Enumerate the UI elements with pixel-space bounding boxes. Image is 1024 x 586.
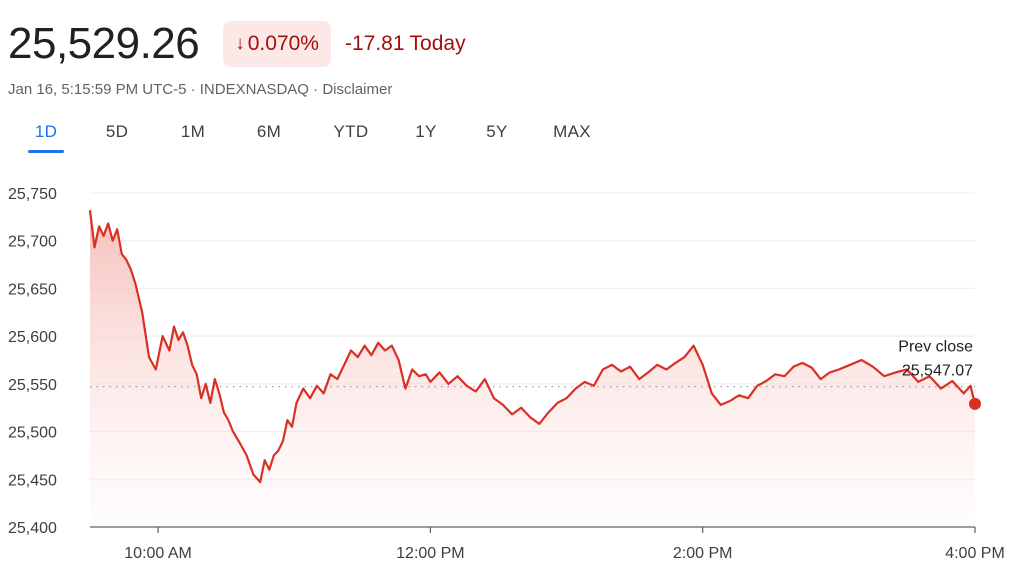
- absolute-change: -17.81 Today: [345, 32, 466, 56]
- arrow-down-icon: ↓: [235, 33, 245, 54]
- change-period-label: Today: [409, 32, 466, 55]
- last-price-dot[interactable]: [969, 397, 981, 410]
- x-tick-label: 12:00 PM: [396, 545, 464, 562]
- x-axis: 10:00 AM 12:00 PM 2:00 PM 4:00 PM: [90, 526, 1005, 562]
- disclaimer-link[interactable]: Disclaimer: [322, 81, 393, 98]
- percent-change-badge: ↓ 0.070%: [223, 21, 331, 67]
- y-tick-label: 25,400: [8, 520, 57, 537]
- quote-header: 25,529.26 ↓ 0.070% -17.81 Today: [8, 14, 466, 74]
- x-tick-label: 10:00 AM: [124, 545, 192, 562]
- x-tick-label: 2:00 PM: [673, 545, 733, 562]
- price-area-fill: [90, 210, 975, 527]
- percent-change-value: 0.070%: [247, 32, 319, 55]
- y-tick-label: 25,700: [8, 234, 57, 251]
- tab-range-1y[interactable]: 1Y: [415, 122, 437, 141]
- y-axis-ticks: 25,750 25,700 25,650 25,600 25,550 25,500 25,4…: [8, 186, 57, 537]
- tab-range-ytd[interactable]: YTD: [333, 122, 369, 141]
- current-price: 25,529.26: [8, 19, 200, 68]
- y-tick-label: 25,450: [8, 472, 57, 489]
- y-tick-label: 25,650: [8, 281, 57, 298]
- tab-range-6m[interactable]: 6M: [256, 122, 282, 141]
- tab-range-max[interactable]: MAX: [553, 122, 591, 141]
- exchange-name: INDEXNASDAQ: [199, 81, 309, 98]
- y-tick-label: 25,750: [8, 186, 57, 203]
- tab-range-5y[interactable]: 5Y: [486, 122, 508, 141]
- quote-meta: Jan 16, 5:15:59 PM UTC-5 · INDEXNASDAQ ·…: [8, 81, 392, 98]
- tab-range-1d[interactable]: 1D: [14, 119, 78, 153]
- absolute-change-value: -17.81: [344, 32, 405, 55]
- price-chart: 25,750 25,700 25,650 25,600 25,550 25,500 25,4…: [8, 186, 1005, 562]
- time-range-tabs: 1D 5D 1M 6M YTD 1Y 5Y MAX: [14, 119, 608, 153]
- x-tick-label: 4:00 PM: [945, 545, 1005, 562]
- quote-timestamp: Jan 16, 5:15:59 PM UTC-5: [8, 81, 187, 98]
- prev-close-label: Prev close: [898, 339, 973, 356]
- meta-separator: ·: [308, 81, 323, 98]
- y-tick-label: 25,500: [8, 425, 57, 442]
- y-tick-label: 25,600: [8, 329, 57, 346]
- price-line[interactable]: [88, 210, 977, 484]
- tab-range-5d[interactable]: 5D: [105, 122, 129, 141]
- y-tick-label: 25,550: [8, 377, 57, 394]
- tab-range-1m[interactable]: 1M: [180, 122, 206, 141]
- meta-separator: ·: [186, 81, 200, 98]
- prev-close-value: 25,547.07: [902, 363, 973, 380]
